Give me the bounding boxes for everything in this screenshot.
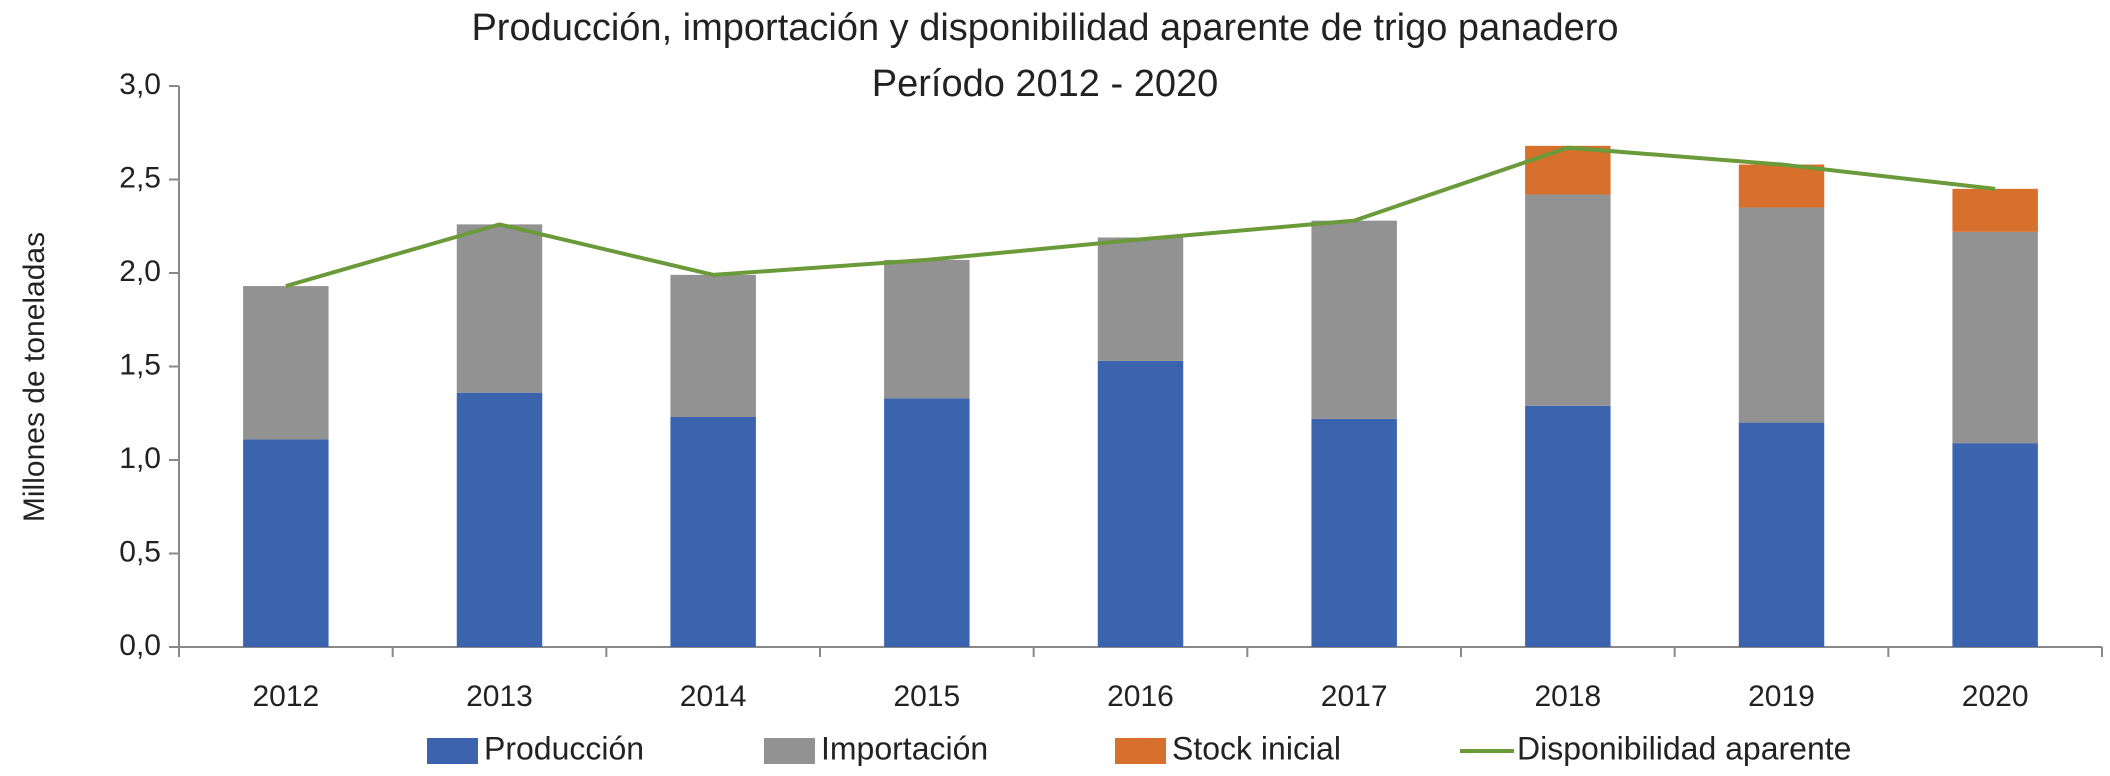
chart-title: Producción, importación y disponibilidad… [471,7,1618,49]
bar-segment [1738,207,1825,423]
bar-segment [1952,231,2038,444]
y-tick-label: 2,0 [119,255,161,288]
bar-segment [1738,164,1825,208]
legend-swatch [1115,738,1166,764]
bar-segment [670,274,756,417]
x-tick-label: 2017 [1321,680,1388,713]
y-tick-label: 1,5 [119,348,161,381]
legend-label: Producción [484,730,644,766]
bar-segment [884,259,970,399]
bar-segment [1525,194,1611,406]
bar-segment [1952,443,2038,647]
y-tick-label: 3,0 [119,68,161,101]
bar-segment [884,398,970,647]
legend-label: Stock inicial [1172,730,1341,766]
bar-segment [243,439,329,647]
legend-swatch [427,738,478,764]
bar-segment [1525,145,1611,195]
legend-label: Importación [821,730,988,766]
bar-segment [1525,405,1611,647]
line-series [285,145,1996,289]
y-tick-label: 0,0 [119,629,161,662]
y-tick-label: 2,5 [119,161,161,194]
bar-segment [243,286,329,440]
x-tick-label: 2018 [1534,680,1601,713]
y-axis-label: Millones de toneladas [18,232,51,522]
x-tick-label: 2019 [1748,680,1815,713]
bar-segment [1738,422,1825,647]
chart-subtitle: Período 2012 - 2020 [872,63,1219,105]
bar-segment [456,224,543,393]
bar-segment [1952,188,2038,232]
y-tick-label: 1,0 [119,442,161,475]
x-tick-label: 2012 [252,680,319,713]
bar-segment [1097,237,1184,361]
bar-segment [1097,360,1184,647]
x-tick-label: 2015 [893,680,960,713]
x-tick-label: 2013 [466,680,533,713]
bar-segment [456,392,543,647]
bar-segment [670,416,756,647]
bar-segment [1311,418,1397,647]
legend-label: Disponibilidad aparente [1517,730,1851,766]
bar-segment [1311,220,1397,419]
x-tick-label: 2014 [680,680,747,713]
legend-swatch [764,738,815,764]
x-tick-label: 2020 [1962,680,2029,713]
x-tick-label: 2016 [1107,680,1174,713]
y-tick-label: 0,5 [119,535,161,568]
